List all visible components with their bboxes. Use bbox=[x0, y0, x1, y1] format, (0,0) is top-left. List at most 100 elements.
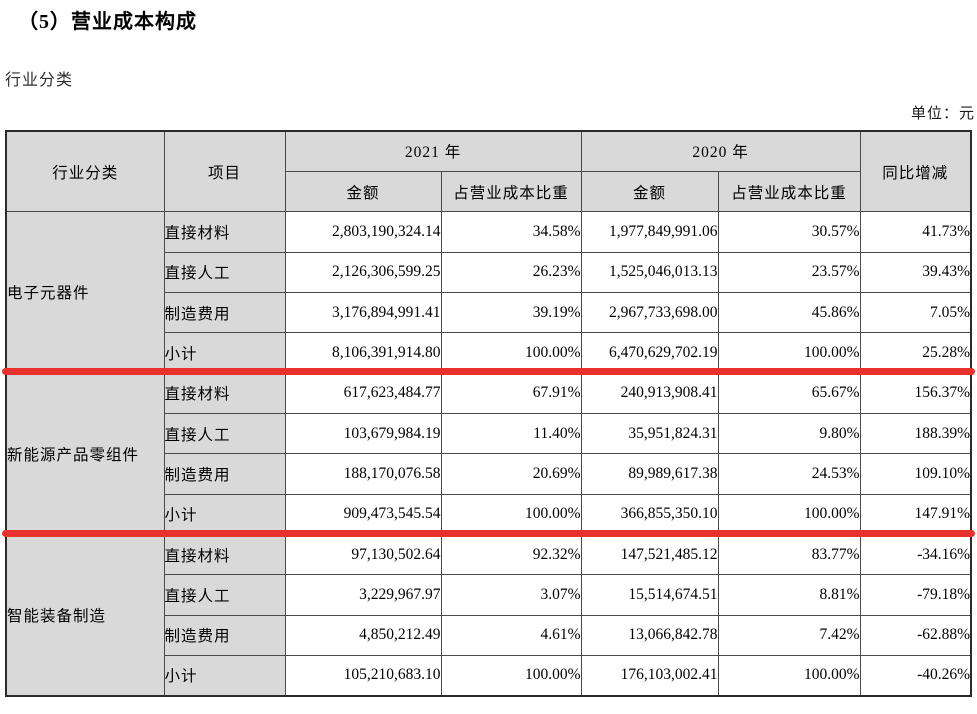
amount-2020: 89,989,617.38 bbox=[580, 453, 719, 495]
item-label: 小计 bbox=[163, 332, 286, 374]
table-row: 新能源产品零组件 直接材料 617,623,484.77 67.91% 240,… bbox=[5, 372, 972, 535]
amount-2020: 2,967,733,698.00 bbox=[580, 291, 719, 334]
ratio-2020: 8.81% bbox=[717, 574, 861, 616]
header-cell-ratio-2021: 占营业成本比重 bbox=[440, 170, 582, 213]
ratio-2020: 9.80% bbox=[717, 412, 861, 455]
item-label: 直接人工 bbox=[163, 412, 286, 455]
header-row-1: 行业分类 项目 2021 年 2020 年 同比增减 bbox=[5, 130, 972, 213]
table-row: 制造费用 3,176,894,991.41 39.19% 2,967,733,6… bbox=[6, 291, 972, 334]
table-row: 直接人工 2,126,306,599.25 26.23% 1,525,046,0… bbox=[6, 251, 972, 293]
table-row-subtotal: 小计 105,210,683.10 100.00% 176,103,002.41… bbox=[6, 654, 972, 697]
yoy-change: 188.39% bbox=[859, 412, 972, 455]
amount-2020: 6,470,629,702.19 bbox=[580, 332, 719, 374]
amount-2021: 105,210,683.10 bbox=[284, 654, 442, 697]
yoy-change: 39.43% bbox=[859, 251, 972, 293]
amount-2021: 2,803,190,324.14 bbox=[284, 211, 442, 253]
ratio-2020: 23.57% bbox=[717, 251, 861, 293]
ratio-2020: 45.86% bbox=[717, 291, 861, 334]
ratio-2021: 67.91% bbox=[440, 372, 582, 414]
amount-2020: 13,066,842.78 bbox=[580, 614, 719, 656]
item-label: 直接材料 bbox=[163, 533, 286, 576]
amount-2020: 1,525,046,013.13 bbox=[580, 251, 719, 293]
yoy-change: 7.05% bbox=[859, 291, 972, 334]
item-label: 小计 bbox=[163, 493, 286, 535]
operating-cost-table: 行业分类 项目 2021 年 2020 年 同比增减 金额 占营业成本比重 金额… bbox=[5, 130, 973, 697]
yoy-change: 156.37% bbox=[859, 372, 972, 414]
header-cell-amount-2021: 金额 bbox=[284, 170, 442, 213]
ratio-2021: 39.19% bbox=[440, 291, 582, 334]
ratio-2021: 34.58% bbox=[440, 211, 582, 253]
unit-note: 单位：元 bbox=[910, 106, 975, 122]
amount-2020: 240,913,908.41 bbox=[580, 372, 719, 414]
header-cell-ratio-2020: 占营业成本比重 bbox=[717, 170, 861, 213]
yoy-change: -79.18% bbox=[859, 574, 972, 616]
header-cell-industry: 行业分类 bbox=[5, 130, 165, 213]
amount-2021: 8,106,391,914.80 bbox=[284, 332, 442, 374]
ratio-2021: 100.00% bbox=[440, 332, 582, 374]
amount-2020: 147,521,485.12 bbox=[580, 533, 719, 576]
amount-2021: 3,229,967.97 bbox=[284, 574, 442, 616]
ratio-2021: 26.23% bbox=[440, 251, 582, 293]
table-row: 电子元器件 直接材料 2,803,190,324.14 34.58% 1,977… bbox=[5, 211, 972, 374]
group-label-electronics: 电子元器件 bbox=[5, 211, 165, 374]
item-label: 直接人工 bbox=[163, 574, 286, 616]
yoy-change: -62.88% bbox=[859, 614, 972, 656]
ratio-2020: 24.53% bbox=[717, 453, 861, 495]
amount-2020: 176,103,002.41 bbox=[580, 654, 719, 697]
header-cell-item: 项目 bbox=[163, 130, 286, 213]
item-label: 制造费用 bbox=[163, 453, 286, 495]
header-cell-year-2021: 2021 年 bbox=[284, 130, 582, 172]
item-label: 制造费用 bbox=[163, 291, 286, 334]
table-row-subtotal: 小计 909,473,545.54 100.00% 366,855,350.10… bbox=[6, 493, 972, 535]
item-label: 制造费用 bbox=[163, 614, 286, 656]
item-label: 直接人工 bbox=[163, 251, 286, 293]
header-cell-amount-2020: 金额 bbox=[580, 170, 719, 213]
yoy-change: 147.91% bbox=[859, 493, 972, 535]
group-label-new-energy: 新能源产品零组件 bbox=[5, 372, 165, 535]
amount-2020: 15,514,674.51 bbox=[580, 574, 719, 616]
table-row: 制造费用 188,170,076.58 20.69% 89,989,617.38… bbox=[6, 453, 972, 495]
amount-2021: 97,130,502.64 bbox=[284, 533, 442, 576]
ratio-2021: 100.00% bbox=[440, 493, 582, 535]
ratio-2021: 92.32% bbox=[440, 533, 582, 576]
header-row-2: 金额 占营业成本比重 金额 占营业成本比重 bbox=[6, 170, 971, 213]
ratio-2021: 3.07% bbox=[440, 574, 582, 616]
ratio-2021: 20.69% bbox=[440, 453, 582, 495]
yoy-change: 109.10% bbox=[859, 453, 972, 495]
amount-2021: 103,679,984.19 bbox=[284, 412, 442, 455]
item-label: 小计 bbox=[163, 654, 286, 697]
amount-2021: 188,170,076.58 bbox=[284, 453, 442, 495]
ratio-2020: 100.00% bbox=[717, 654, 861, 697]
item-label: 直接材料 bbox=[163, 372, 286, 414]
amount-2021: 3,176,894,991.41 bbox=[284, 291, 442, 334]
amount-2021: 2,126,306,599.25 bbox=[284, 251, 442, 293]
ratio-2020: 100.00% bbox=[717, 332, 861, 374]
amount-2021: 4,850,212.49 bbox=[284, 614, 442, 656]
yoy-change: 25.28% bbox=[859, 332, 972, 374]
ratio-2020: 30.57% bbox=[717, 211, 861, 253]
ratio-2021: 100.00% bbox=[440, 654, 582, 697]
yoy-change: -34.16% bbox=[859, 533, 972, 576]
amount-2021: 617,623,484.77 bbox=[284, 372, 442, 414]
table-row: 制造费用 4,850,212.49 4.61% 13,066,842.78 7.… bbox=[6, 614, 972, 656]
group-label-smart-equipment: 智能装备制造 bbox=[5, 533, 165, 697]
table-row: 直接人工 103,679,984.19 11.40% 35,951,824.31… bbox=[6, 412, 972, 455]
yoy-change: 41.73% bbox=[859, 211, 972, 253]
item-label: 直接材料 bbox=[163, 211, 286, 253]
header-cell-year-2020: 2020 年 bbox=[580, 130, 861, 172]
table-row-subtotal: 小计 8,106,391,914.80 100.00% 6,470,629,70… bbox=[6, 332, 972, 374]
ratio-2020: 65.67% bbox=[717, 372, 861, 414]
amount-2021: 909,473,545.54 bbox=[284, 493, 442, 535]
ratio-2020: 83.77% bbox=[717, 533, 861, 576]
amount-2020: 35,951,824.31 bbox=[580, 412, 719, 455]
ratio-2021: 11.40% bbox=[440, 412, 582, 455]
header-cell-yoy: 同比增减 bbox=[859, 130, 972, 213]
ratio-2020: 7.42% bbox=[717, 614, 861, 656]
table-row: 智能装备制造 直接材料 97,130,502.64 92.32% 147,521… bbox=[5, 533, 972, 697]
subsection-title: 行业分类 bbox=[5, 72, 74, 89]
ratio-2020: 100.00% bbox=[717, 493, 861, 535]
red-highlight-line-2 bbox=[2, 530, 975, 537]
ratio-2021: 4.61% bbox=[440, 614, 582, 656]
amount-2020: 366,855,350.10 bbox=[580, 493, 719, 535]
